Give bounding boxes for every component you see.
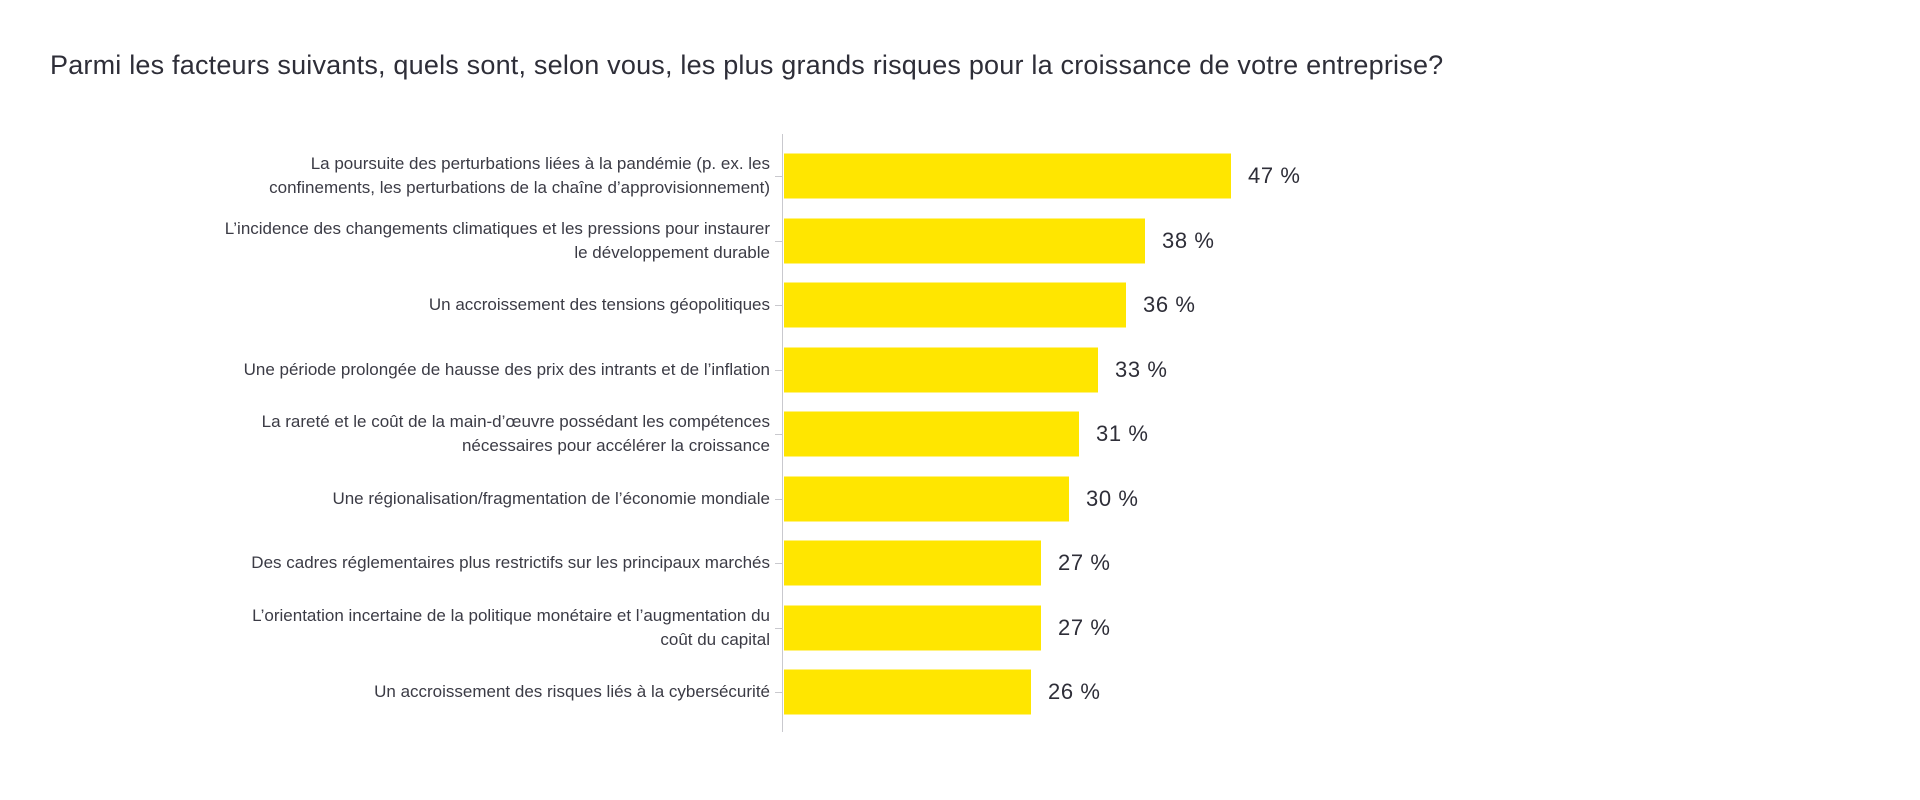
category-label: Une période prolongée de hausse des prix… xyxy=(243,359,770,379)
category-label: La poursuite des perturbations liées à l… xyxy=(269,154,770,198)
y-axis-line xyxy=(782,134,783,732)
bar-row: La poursuite des perturbations liées à l… xyxy=(0,144,1920,209)
axis-tick xyxy=(775,498,782,500)
bar-rows-container: La poursuite des perturbations liées à l… xyxy=(0,144,1920,725)
axis-tick xyxy=(775,240,782,242)
bar xyxy=(784,218,1145,264)
bar xyxy=(784,411,1079,457)
category-label: Un accroissement des tensions géopolitiq… xyxy=(428,295,770,315)
chart-title: Parmi les facteurs suivants, quels sont,… xyxy=(50,50,1444,80)
bar xyxy=(784,605,1041,651)
bar xyxy=(784,153,1231,199)
bar xyxy=(784,540,1041,586)
bar-chart-plot: La poursuite des perturbations liées à l… xyxy=(0,134,1920,732)
axis-tick xyxy=(775,692,782,694)
axis-tick xyxy=(775,305,782,307)
category-label: Une régionalisation/fragmentation de l’é… xyxy=(332,488,770,508)
category-label: Des cadres réglementaires plus restricti… xyxy=(251,553,770,573)
bar-row: La rareté et le coût de la main-d’œuvre … xyxy=(0,402,1920,467)
axis-tick xyxy=(775,627,782,629)
bar xyxy=(784,476,1069,522)
value-label: 47 % xyxy=(1248,163,1301,189)
category-label: L’incidence des changements climatiques … xyxy=(224,218,770,262)
axis-tick xyxy=(775,369,782,371)
bar-row: Une période prolongée de hausse des prix… xyxy=(0,338,1920,403)
bar-row: L’orientation incertaine de la politique… xyxy=(0,596,1920,661)
value-label: 30 % xyxy=(1086,485,1139,511)
value-label: 36 % xyxy=(1143,292,1196,318)
axis-tick xyxy=(775,563,782,565)
bar-row: Un accroissement des risques liés à la c… xyxy=(0,660,1920,725)
bar-row: L’incidence des changements climatiques … xyxy=(0,209,1920,274)
category-label: Un accroissement des risques liés à la c… xyxy=(374,682,770,702)
value-label: 31 % xyxy=(1096,421,1149,447)
axis-tick xyxy=(775,176,782,178)
bar xyxy=(784,347,1098,393)
bar-row: Des cadres réglementaires plus restricti… xyxy=(0,531,1920,596)
category-label: La rareté et le coût de la main-d’œuvre … xyxy=(261,412,770,456)
value-label: 26 % xyxy=(1048,679,1101,705)
category-label: L’orientation incertaine de la politique… xyxy=(252,605,770,649)
axis-tick xyxy=(775,434,782,436)
value-label: 38 % xyxy=(1162,227,1215,253)
bar-row: Un accroissement des tensions géopolitiq… xyxy=(0,273,1920,338)
bar-row: Une régionalisation/fragmentation de l’é… xyxy=(0,467,1920,532)
bar xyxy=(784,282,1126,328)
value-label: 27 % xyxy=(1058,550,1111,576)
value-label: 33 % xyxy=(1115,356,1168,382)
bar xyxy=(784,669,1031,715)
value-label: 27 % xyxy=(1058,614,1111,640)
